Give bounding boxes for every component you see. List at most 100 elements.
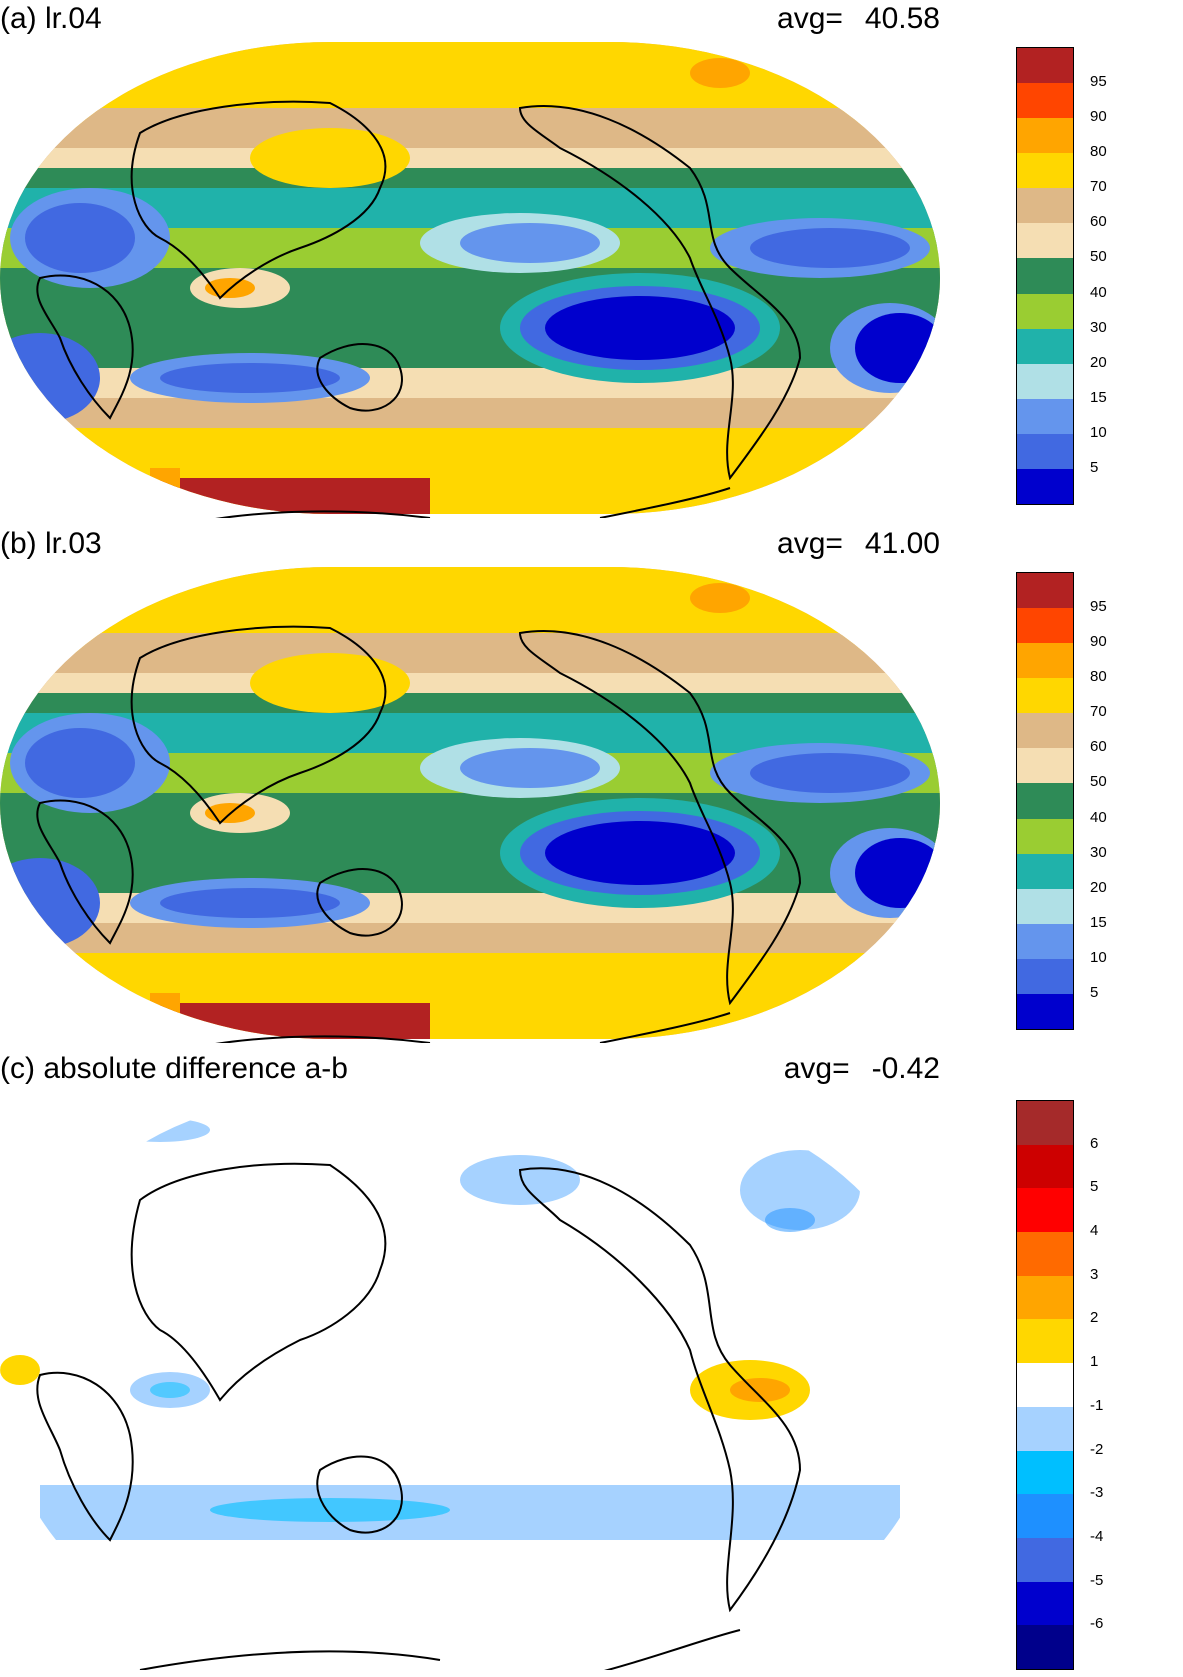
- colorbar-swatch: [1017, 888, 1073, 925]
- colorbar-tick-label: 15: [1090, 913, 1107, 931]
- colorbar-swatch: [1017, 853, 1073, 890]
- colorbar-tick-label: 90: [1090, 633, 1107, 651]
- colorbar-tick-label: 95: [1090, 598, 1107, 616]
- colorbar-swatch: [1017, 678, 1073, 714]
- colorbar-swatch: [1017, 993, 1073, 1030]
- colorbar-swatch: [1017, 118, 1073, 154]
- colorbar-tick-label: 3: [1090, 1265, 1099, 1283]
- colorbar-swatch: [1017, 1537, 1073, 1583]
- colorbar-swatch: [1017, 1625, 1073, 1670]
- colorbar-tick-label: 30: [1090, 318, 1107, 336]
- colorbar-tick-label: 70: [1090, 178, 1107, 196]
- colorbar-swatch: [1017, 713, 1073, 749]
- panel-a-avg-label: avg=: [777, 2, 843, 35]
- colorbar-tick-label: 4: [1090, 1222, 1099, 1240]
- colorbar-swatch: [1017, 608, 1073, 644]
- colorbar-tick-label: 5: [1090, 458, 1099, 476]
- panel-b-coastlines: [36, 625, 802, 1043]
- colorbar-tick-label: 60: [1090, 213, 1107, 231]
- panel-a-map: [0, 42, 940, 518]
- panel-a-field: [0, 42, 940, 514]
- panel-c-avg-label: avg=: [783, 1052, 850, 1085]
- colorbar-swatch: [1017, 923, 1073, 960]
- colorbar-swatch: [1017, 1232, 1073, 1277]
- colorbar-tick-label: 70: [1090, 703, 1107, 721]
- colorbar-tick-label: -3: [1090, 1484, 1104, 1502]
- colorbar-swatch: [1017, 958, 1073, 995]
- panel-a-coastlines: [36, 100, 802, 518]
- colorbar-swatch: [1017, 433, 1073, 470]
- panel-c-title: (c) absolute difference a-b: [0, 1052, 348, 1085]
- colorbar-swatch: [1017, 258, 1073, 295]
- colorbar-tick-label: 15: [1090, 388, 1107, 406]
- panel-b-map: [0, 567, 940, 1043]
- colorbar-tick-label: -1: [1090, 1396, 1104, 1414]
- colorbar-tick-label: 80: [1090, 143, 1107, 161]
- colorbar-swatch: [1017, 363, 1073, 400]
- panel-c-average: avg= -0.42: [784, 1052, 940, 1086]
- colorbar-swatch: [1017, 573, 1073, 609]
- panel-c-field: [0, 1094, 940, 1664]
- colorbar-tick-label: 10: [1090, 423, 1107, 441]
- colorbar-swatch: [1017, 468, 1073, 505]
- panel-c-colorbar: [1016, 1100, 1074, 1670]
- panel-a-avg-value: 40.58: [864, 2, 940, 35]
- colorbar-tick-label: 40: [1090, 808, 1107, 826]
- colorbar-tick-label: 50: [1090, 248, 1107, 266]
- colorbar-swatch: [1017, 48, 1073, 84]
- colorbar-tick-label: -5: [1090, 1571, 1104, 1589]
- panel-b-average: avg= 41.00: [777, 527, 940, 561]
- colorbar-tick-label: 10: [1090, 948, 1107, 966]
- panel-a-title: (a) lr.04: [0, 2, 102, 35]
- colorbar-tick-label: 90: [1090, 108, 1107, 126]
- colorbar-tick-label: 30: [1090, 843, 1107, 861]
- colorbar-swatch: [1017, 153, 1073, 189]
- panel-a-average: avg= 40.58: [777, 2, 940, 36]
- colorbar-swatch: [1017, 1319, 1073, 1364]
- panel-a: (a) lr.04 avg= 40.58: [0, 0, 1183, 520]
- panel-c-avg-value: -0.42: [871, 1052, 940, 1085]
- colorbar-swatch: [1017, 818, 1073, 855]
- colorbar-tick-label: 40: [1090, 283, 1107, 301]
- colorbar-swatch: [1017, 783, 1073, 820]
- colorbar-tick-label: 20: [1090, 353, 1107, 371]
- colorbar-tick-label: 5: [1090, 983, 1099, 1001]
- panel-c-coastlines: [36, 1162, 802, 1670]
- colorbar-swatch: [1017, 1581, 1073, 1626]
- panel-b-field: [0, 567, 940, 1039]
- panel-b-avg-label: avg=: [777, 527, 843, 560]
- colorbar-swatch: [1017, 1450, 1073, 1495]
- colorbar-swatch: [1017, 398, 1073, 435]
- colorbar-tick-label: 80: [1090, 668, 1107, 686]
- panel-b-avg-value: 41.00: [864, 527, 940, 560]
- colorbar-swatch: [1017, 748, 1073, 784]
- colorbar-swatch: [1017, 83, 1073, 119]
- panel-b: (b) lr.03 avg= 41.00: [0, 525, 1183, 1045]
- colorbar-swatch: [1017, 1406, 1073, 1452]
- colorbar-tick-label: 60: [1090, 738, 1107, 756]
- colorbar-tick-label: 20: [1090, 878, 1107, 896]
- colorbar-swatch: [1017, 1494, 1073, 1539]
- colorbar-swatch: [1017, 1101, 1073, 1146]
- panel-c-map: [0, 1094, 940, 1670]
- colorbar-swatch: [1017, 1363, 1073, 1408]
- colorbar-tick-label: 95: [1090, 73, 1107, 91]
- colorbar-swatch: [1017, 223, 1073, 259]
- colorbar-tick-label: -6: [1090, 1615, 1104, 1633]
- colorbar-tick-label: -4: [1090, 1527, 1104, 1545]
- colorbar-tick-label: 1: [1090, 1353, 1099, 1371]
- colorbar-tick-label: 50: [1090, 773, 1107, 791]
- panel-c: (c) absolute difference a-b avg= -0.42: [0, 1050, 1183, 1677]
- colorbar-swatch: [1017, 643, 1073, 679]
- colorbar-swatch: [1017, 328, 1073, 365]
- colorbar-tick-label: -2: [1090, 1440, 1104, 1458]
- colorbar-swatch: [1017, 1275, 1073, 1320]
- colorbar-swatch: [1017, 293, 1073, 330]
- colorbar-tick-label: 5: [1090, 1178, 1099, 1196]
- panel-b-title: (b) lr.03: [0, 527, 102, 560]
- colorbar-swatch: [1017, 188, 1073, 224]
- colorbar-swatch: [1017, 1144, 1073, 1189]
- colorbar-tick-label: 2: [1090, 1309, 1099, 1327]
- colorbar-swatch: [1017, 1188, 1073, 1233]
- panel-a-colorbar: [1016, 47, 1074, 505]
